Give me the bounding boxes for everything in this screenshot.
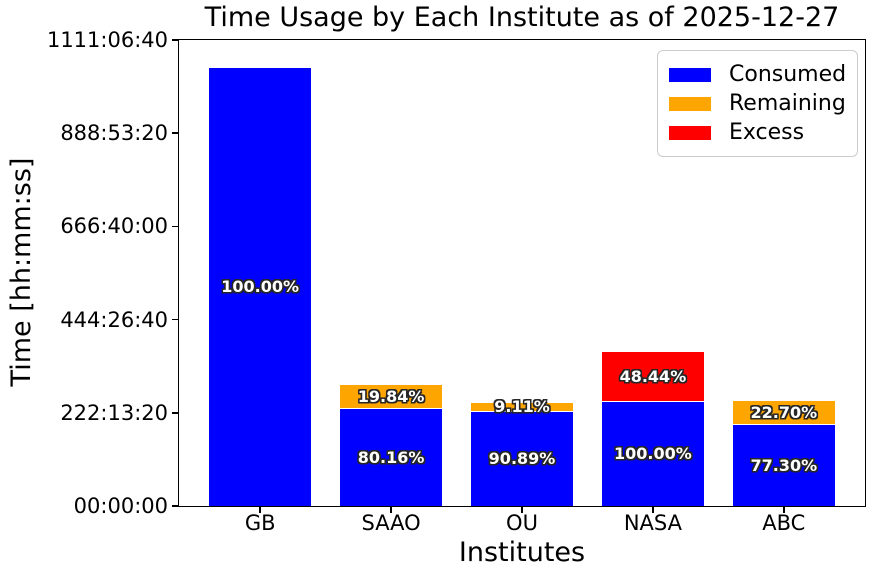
legend-item-consumed: Consumed (669, 61, 847, 88)
bar-saao-consumed (340, 409, 443, 506)
y-axis-label: Time [hh:mm:ss] (6, 157, 37, 387)
x-tick-label: GB (244, 511, 276, 535)
y-tick-label: 1111:06:40 (46, 28, 168, 52)
x-axis-label: Institutes (458, 537, 586, 568)
bar-abc-consumed (732, 425, 835, 506)
chart-title: Time Usage by Each Institute as of 2025-… (204, 2, 840, 33)
bar-nasa-excess (601, 351, 704, 403)
bar-nasa-consumed (601, 402, 704, 506)
bar-label-ou-consumed: 90.89% (488, 449, 556, 469)
y-tick-label: 444:26:40 (60, 307, 168, 332)
bar-label-saao-consumed: 80.16% (357, 447, 425, 467)
legend-label-excess: Excess (729, 120, 805, 145)
y-tick-mark (172, 412, 179, 414)
y-tick-mark (172, 318, 179, 321)
bar-ou-consumed (470, 412, 574, 506)
bar-abc-remaining (732, 401, 835, 426)
bar-ou-remaining (470, 402, 574, 413)
x-tick-mark (390, 506, 392, 513)
x-tick-label: NASA (623, 511, 682, 535)
bar-label-ou-remaining: 9.11% (494, 397, 550, 417)
y-tick-label: 666:40:00 (60, 214, 168, 239)
remaining-swatch-icon (669, 96, 711, 111)
bar-label-abc-remaining: 22.70% (750, 403, 818, 423)
bar-label-abc-consumed: 77.30% (750, 455, 818, 475)
legend-label-consumed: Consumed (729, 62, 847, 87)
y-tick-mark (172, 132, 179, 134)
x-tick-mark (783, 506, 785, 513)
x-tick-mark (259, 506, 261, 513)
x-tick-label: SAAO (361, 511, 421, 535)
y-tick-mark (172, 505, 179, 507)
bar-label-nasa-consumed: 100.00% (614, 444, 692, 464)
x-tick-label: OU (506, 511, 538, 535)
x-tick-mark (521, 506, 523, 513)
legend-item-excess: Excess (669, 119, 845, 146)
bar-label-saao-remaining: 19.84% (357, 387, 425, 407)
y-tick-mark (172, 39, 179, 41)
bar-gb-consumed (209, 67, 312, 506)
excess-swatch-icon (669, 125, 711, 140)
legend-label-remaining: Remaining (729, 91, 846, 116)
legend: Consumed Remaining Excess (657, 50, 858, 157)
bar-saao-remaining (340, 385, 443, 410)
bar-label-gb-consumed: 100.00% (221, 276, 300, 296)
y-tick-mark (172, 225, 179, 228)
y-tick-label: 888:53:20 (60, 121, 168, 146)
y-tick-label: 222:13:20 (60, 400, 168, 425)
bar-label-nasa-excess: 48.44% (619, 367, 687, 387)
legend-item-remaining: Remaining (669, 90, 846, 117)
x-tick-label: ABC (762, 511, 806, 535)
consumed-swatch-icon (669, 67, 711, 82)
y-tick-label: 00:00:00 (73, 494, 168, 518)
x-tick-mark (652, 506, 654, 513)
